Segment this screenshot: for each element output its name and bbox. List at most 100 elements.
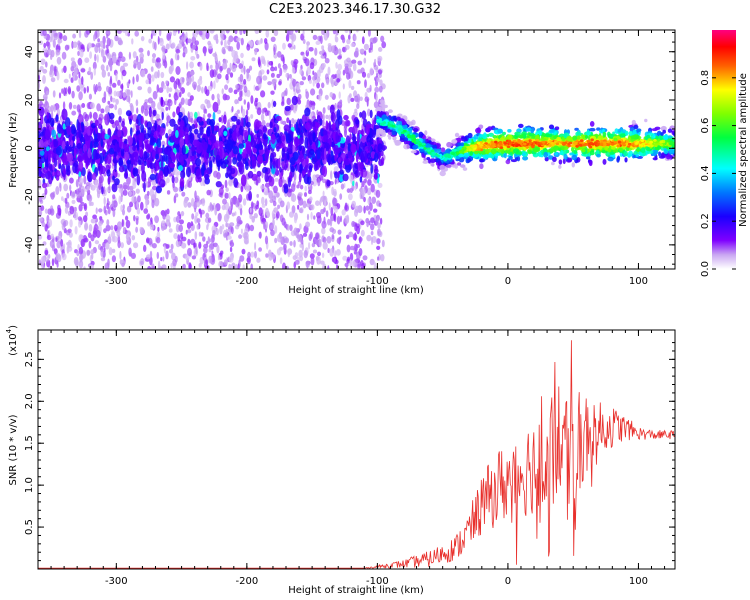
heatmap-cell [61, 196, 64, 202]
heatmap-cell [181, 145, 186, 155]
heatmap-cell [197, 78, 203, 86]
heatmap-cell [246, 70, 249, 80]
heatmap-cell [373, 208, 378, 213]
heatmap-cell [266, 59, 270, 68]
heatmap-cell [271, 78, 277, 85]
heatmap-cell [76, 104, 81, 113]
heatmap-cell [68, 73, 71, 79]
heatmap-cell [133, 59, 139, 66]
heatmap-cell [366, 234, 372, 242]
heatmap-cell [64, 197, 68, 204]
heatmap-cell [377, 143, 383, 153]
heatmap-cell [177, 234, 181, 242]
heatmap-cell [214, 206, 218, 216]
heatmap-cell [280, 54, 285, 62]
heatmap-cell [190, 221, 194, 227]
heatmap-cell [46, 259, 51, 268]
heatmap-cell [147, 50, 150, 57]
heatmap-cell [63, 87, 66, 97]
heatmap-cell [118, 157, 124, 166]
heatmap-cell [239, 73, 244, 83]
heatmap-cell [357, 261, 362, 268]
heatmap-cell [251, 154, 255, 161]
heatmap-cell [140, 260, 144, 265]
heatmap-cell [190, 117, 194, 124]
heatmap-cell [344, 30, 349, 34]
heatmap-cell [51, 258, 55, 267]
heatmap-cell [195, 157, 202, 167]
heatmap-cell [177, 43, 183, 49]
heatmap-cell [370, 183, 375, 193]
heatmap-cell [254, 250, 257, 259]
heatmap-cell [62, 140, 66, 150]
heatmap-cell [327, 265, 330, 269]
heatmap-cell [262, 125, 267, 134]
heatmap-cell [334, 250, 337, 258]
heatmap-cell [175, 48, 181, 54]
heatmap-cell [230, 239, 234, 245]
heatmap-cell [158, 120, 163, 125]
heatmap-cell [91, 173, 97, 181]
heatmap-cell [55, 170, 61, 178]
heatmap-cell [320, 208, 325, 215]
heatmap-cell [77, 216, 82, 221]
heatmap-cell [225, 187, 229, 193]
heatmap-data-layer [38, 30, 675, 269]
heatmap-cell [119, 141, 125, 149]
heatmap-cell [276, 73, 281, 79]
heatmap-cell [190, 56, 196, 61]
heatmap-cell [163, 244, 166, 254]
heatmap-cell [171, 252, 176, 261]
heatmap-cell [272, 218, 275, 227]
heatmap-cell [264, 38, 268, 44]
heatmap-cell [312, 34, 318, 41]
heatmap-cell [333, 144, 340, 156]
heatmap-cell [208, 255, 213, 264]
heatmap-cell [633, 124, 639, 130]
heatmap-cell [77, 57, 83, 66]
heatmap-cell [125, 215, 129, 221]
heatmap-cell [170, 58, 174, 66]
heatmap-cell [47, 48, 52, 56]
heatmap-cell [187, 247, 192, 257]
heatmap-cell [131, 235, 136, 241]
heatmap-cell [160, 160, 164, 169]
heatmap-cell [106, 85, 110, 93]
heatmap-cell [277, 63, 281, 69]
heatmap-cell [310, 256, 315, 266]
heatmap-cell [243, 85, 248, 93]
heatmap-cell [117, 37, 123, 45]
heatmap-cell [66, 152, 74, 162]
heatmap-cell [360, 229, 365, 237]
heatmap-cell [302, 147, 306, 155]
heatmap-cell [78, 91, 83, 101]
heatmap-cell [80, 185, 85, 195]
heatmap-cell [254, 30, 260, 34]
heatmap-cell [94, 119, 99, 127]
heatmap-cell [66, 192, 70, 199]
heatmap-cell [182, 263, 186, 269]
heatmap-cell [53, 248, 58, 255]
heatmap-cell [355, 119, 360, 125]
heatmap-cell [327, 105, 331, 111]
heatmap-cell [164, 209, 168, 217]
heatmap-cell [358, 236, 362, 244]
heatmap-cell [59, 182, 62, 192]
heatmap-cell [194, 111, 198, 119]
heatmap-cell [239, 255, 245, 262]
heatmap-cell [341, 209, 346, 216]
heatmap-cell [103, 196, 106, 206]
heatmap-cell [262, 75, 268, 81]
heatmap-cell [313, 215, 316, 220]
heatmap-cell [293, 214, 298, 224]
heatmap-cell [205, 259, 208, 265]
heatmap-cell [80, 238, 86, 248]
heatmap-cell [282, 42, 286, 50]
heatmap-cell [290, 60, 294, 66]
heatmap-cell [63, 65, 67, 74]
heatmap-cell [128, 247, 132, 257]
heatmap-cell [157, 226, 160, 232]
heatmap-cell [117, 129, 122, 138]
heatmap-cell [149, 188, 155, 198]
heatmap-cell [136, 207, 141, 215]
